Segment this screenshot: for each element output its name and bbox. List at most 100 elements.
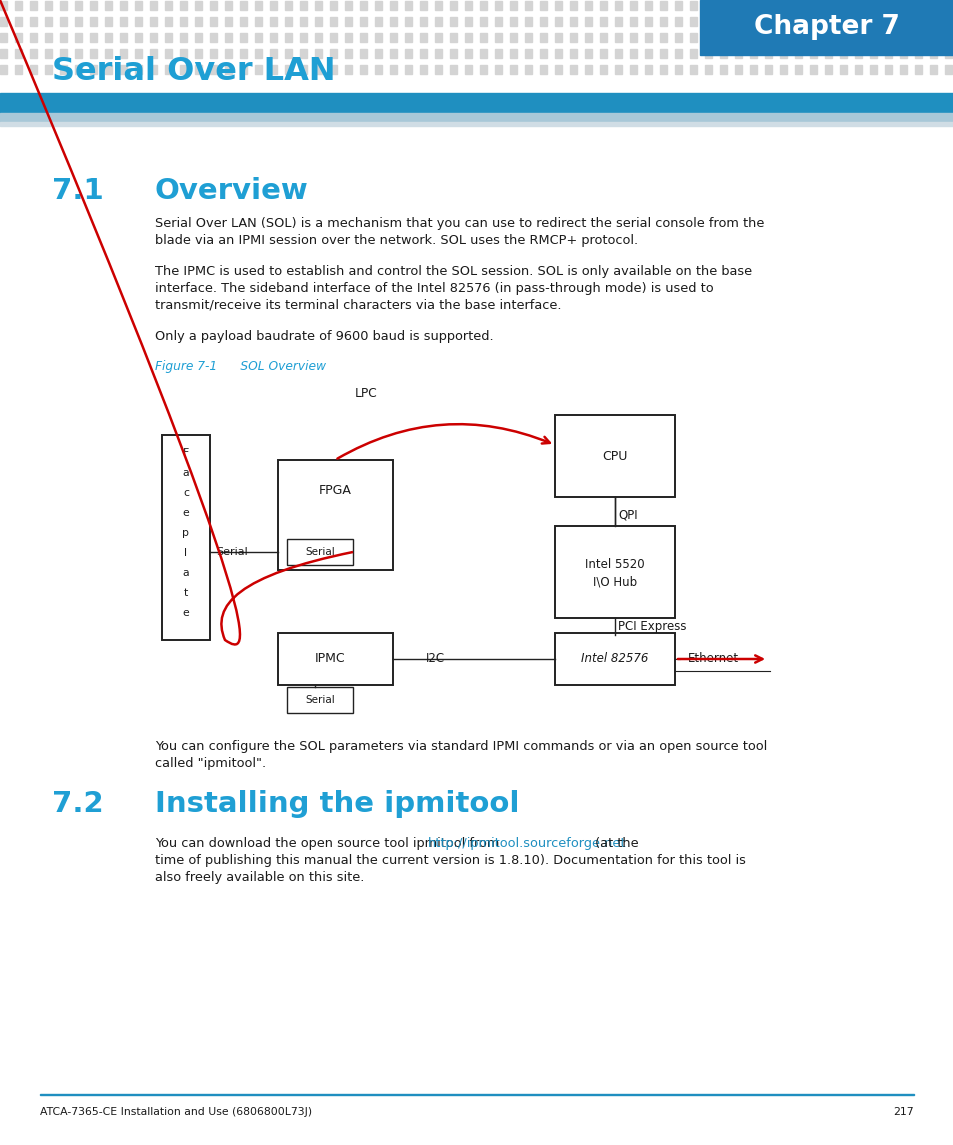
Bar (210, 33, 216, 42)
Text: Serial: Serial (305, 547, 335, 556)
Bar (510, 49, 517, 58)
Bar (464, 49, 472, 58)
Bar (435, 49, 441, 58)
Text: PCI Express: PCI Express (618, 619, 686, 633)
Bar (345, 17, 352, 26)
Bar (569, 1, 577, 10)
Bar (644, 65, 651, 74)
Bar (375, 33, 381, 42)
Bar (60, 65, 67, 74)
Bar (914, 1, 921, 10)
Bar (599, 17, 606, 26)
Bar (479, 33, 486, 42)
Bar (884, 33, 891, 42)
Bar (120, 1, 127, 10)
Bar (675, 65, 681, 74)
Bar (615, 1, 621, 10)
Bar (60, 33, 67, 42)
Bar (120, 65, 127, 74)
Text: F: F (183, 448, 189, 458)
Bar (644, 49, 651, 58)
Bar (450, 33, 456, 42)
Text: Serial: Serial (216, 547, 248, 556)
Bar (584, 33, 592, 42)
Bar (405, 33, 412, 42)
Bar (659, 33, 666, 42)
Bar (210, 17, 216, 26)
Bar (15, 65, 22, 74)
Bar (689, 33, 697, 42)
Bar (689, 1, 697, 10)
Bar (929, 1, 936, 10)
Bar (794, 17, 801, 26)
Text: Intel 82576: Intel 82576 (580, 653, 648, 665)
Bar (854, 33, 862, 42)
Bar (689, 17, 697, 26)
Bar (569, 33, 577, 42)
Bar (450, 17, 456, 26)
Bar (659, 49, 666, 58)
Bar (345, 65, 352, 74)
Bar (299, 17, 307, 26)
Bar (390, 65, 396, 74)
Text: a: a (182, 568, 189, 578)
Bar (419, 49, 427, 58)
Bar (720, 49, 726, 58)
Bar (435, 17, 441, 26)
Bar (584, 65, 592, 74)
Bar (644, 33, 651, 42)
Bar (764, 1, 771, 10)
Text: CPU: CPU (601, 450, 627, 463)
Bar (45, 49, 52, 58)
Bar (749, 49, 757, 58)
Bar (0, 49, 7, 58)
Bar (15, 1, 22, 10)
Bar (270, 17, 276, 26)
Bar (555, 414, 675, 497)
Bar (780, 17, 786, 26)
Bar (464, 17, 472, 26)
Bar (510, 33, 517, 42)
Bar (135, 49, 142, 58)
Bar (675, 17, 681, 26)
Text: 7.1: 7.1 (52, 177, 104, 205)
Bar (464, 65, 472, 74)
Bar (345, 49, 352, 58)
Bar (150, 33, 157, 42)
Bar (270, 49, 276, 58)
Bar (435, 1, 441, 10)
Text: Only a payload baudrate of 9600 baud is supported.: Only a payload baudrate of 9600 baud is … (154, 330, 493, 344)
Text: Installing the ipmitool: Installing the ipmitool (154, 790, 519, 818)
Bar (359, 17, 367, 26)
Bar (794, 33, 801, 42)
Bar (704, 1, 711, 10)
Bar (314, 33, 322, 42)
Bar (105, 1, 112, 10)
Bar (944, 49, 951, 58)
Bar (330, 1, 336, 10)
Bar (840, 33, 846, 42)
Bar (539, 1, 546, 10)
Text: 7.2: 7.2 (52, 790, 104, 818)
Bar (914, 33, 921, 42)
Bar (869, 17, 876, 26)
Bar (285, 1, 292, 10)
Bar (524, 33, 532, 42)
Text: Chapter 7: Chapter 7 (753, 14, 899, 40)
Bar (299, 65, 307, 74)
Bar (225, 33, 232, 42)
Text: p: p (182, 528, 190, 538)
Bar (884, 1, 891, 10)
Bar (359, 1, 367, 10)
Bar (285, 65, 292, 74)
Bar (0, 113, 953, 123)
Bar (90, 17, 97, 26)
Bar (764, 17, 771, 26)
Bar (105, 33, 112, 42)
Bar (824, 1, 831, 10)
Bar (405, 17, 412, 26)
Bar (840, 1, 846, 10)
Bar (419, 1, 427, 10)
Text: The IPMC is used to establish and control the SOL session. SOL is only available: The IPMC is used to establish and contro… (154, 264, 751, 278)
Bar (375, 1, 381, 10)
